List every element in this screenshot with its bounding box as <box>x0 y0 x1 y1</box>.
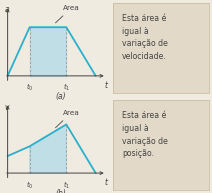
Text: v: v <box>5 102 9 112</box>
Text: (b): (b) <box>55 189 66 193</box>
Text: $t_0$: $t_0$ <box>26 82 33 93</box>
Text: Area: Area <box>56 5 80 23</box>
Text: t: t <box>104 81 107 90</box>
Text: Esta área é
igual à
variação de
posição.: Esta área é igual à variação de posição. <box>122 111 168 158</box>
Polygon shape <box>30 124 66 173</box>
Text: Area: Area <box>56 110 80 128</box>
Text: a: a <box>5 5 10 14</box>
Text: $t_0$: $t_0$ <box>26 179 33 191</box>
Text: $t_1$: $t_1$ <box>63 179 70 191</box>
Polygon shape <box>30 27 66 76</box>
Text: Esta área é
igual à
variação de
velocidade.: Esta área é igual à variação de velocida… <box>122 14 168 61</box>
Text: t: t <box>104 178 107 187</box>
Text: $t_1$: $t_1$ <box>63 82 70 93</box>
Text: (a): (a) <box>56 92 66 101</box>
